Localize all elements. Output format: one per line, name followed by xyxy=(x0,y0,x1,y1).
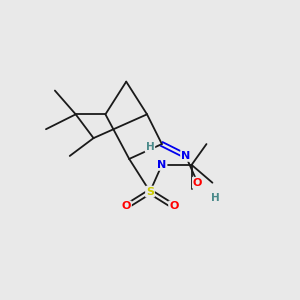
Text: O: O xyxy=(193,178,202,188)
Text: S: S xyxy=(146,187,154,196)
Text: N: N xyxy=(181,151,190,161)
Text: O: O xyxy=(122,202,131,212)
Text: N: N xyxy=(157,160,167,170)
Text: H: H xyxy=(146,142,154,152)
Text: H: H xyxy=(211,193,220,202)
Text: O: O xyxy=(169,202,178,212)
